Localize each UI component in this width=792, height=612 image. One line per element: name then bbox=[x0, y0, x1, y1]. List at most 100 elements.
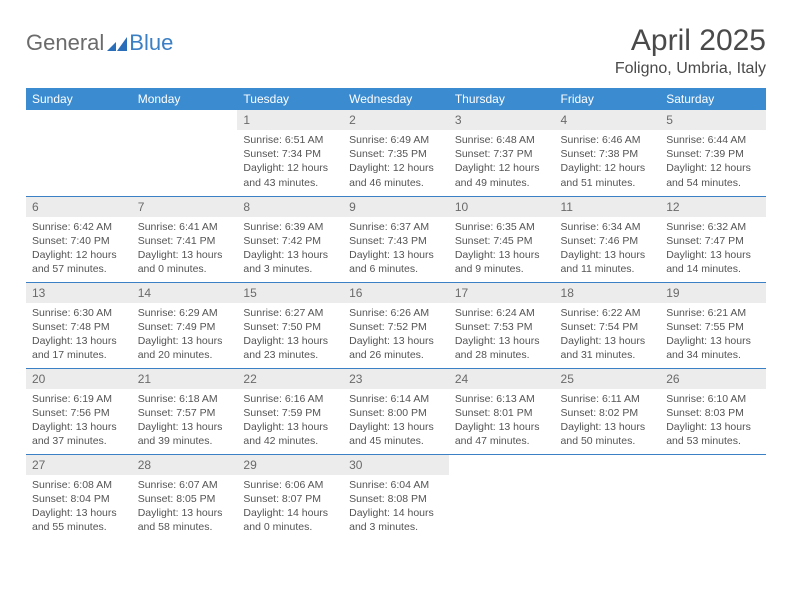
day-details: Sunrise: 6:07 AMSunset: 8:05 PMDaylight:… bbox=[132, 475, 238, 539]
day-details: Sunrise: 6:37 AMSunset: 7:43 PMDaylight:… bbox=[343, 217, 449, 281]
day-details: Sunrise: 6:35 AMSunset: 7:45 PMDaylight:… bbox=[449, 217, 555, 281]
day-number: 6 bbox=[26, 197, 132, 217]
day-number: 23 bbox=[343, 369, 449, 389]
weekday-header: Friday bbox=[555, 88, 661, 110]
day-details: Sunrise: 6:14 AMSunset: 8:00 PMDaylight:… bbox=[343, 389, 449, 453]
calendar-day-cell: 28Sunrise: 6:07 AMSunset: 8:05 PMDayligh… bbox=[132, 454, 238, 540]
calendar-day-cell: 3Sunrise: 6:48 AMSunset: 7:37 PMDaylight… bbox=[449, 110, 555, 196]
day-details: Sunrise: 6:10 AMSunset: 8:03 PMDaylight:… bbox=[660, 389, 766, 453]
day-details: Sunrise: 6:22 AMSunset: 7:54 PMDaylight:… bbox=[555, 303, 661, 367]
header: General Blue April 2025 Foligno, Umbria,… bbox=[26, 24, 766, 78]
calendar-day-cell: 20Sunrise: 6:19 AMSunset: 7:56 PMDayligh… bbox=[26, 368, 132, 454]
day-details: Sunrise: 6:49 AMSunset: 7:35 PMDaylight:… bbox=[343, 130, 449, 194]
weekday-header: Thursday bbox=[449, 88, 555, 110]
brand-logo: General Blue bbox=[26, 30, 173, 56]
day-number: 27 bbox=[26, 455, 132, 475]
day-number: 4 bbox=[555, 110, 661, 130]
day-details: Sunrise: 6:06 AMSunset: 8:07 PMDaylight:… bbox=[237, 475, 343, 539]
weekday-header: Sunday bbox=[26, 88, 132, 110]
day-number: 11 bbox=[555, 197, 661, 217]
day-details: Sunrise: 6:26 AMSunset: 7:52 PMDaylight:… bbox=[343, 303, 449, 367]
day-number: 25 bbox=[555, 369, 661, 389]
day-details: Sunrise: 6:13 AMSunset: 8:01 PMDaylight:… bbox=[449, 389, 555, 453]
calendar-day-cell: 22Sunrise: 6:16 AMSunset: 7:59 PMDayligh… bbox=[237, 368, 343, 454]
day-details: Sunrise: 6:21 AMSunset: 7:55 PMDaylight:… bbox=[660, 303, 766, 367]
day-number: 28 bbox=[132, 455, 238, 475]
weekday-header: Tuesday bbox=[237, 88, 343, 110]
calendar-day-cell: 27Sunrise: 6:08 AMSunset: 8:04 PMDayligh… bbox=[26, 454, 132, 540]
day-details: Sunrise: 6:19 AMSunset: 7:56 PMDaylight:… bbox=[26, 389, 132, 453]
day-number: 21 bbox=[132, 369, 238, 389]
calendar-day-cell: 8Sunrise: 6:39 AMSunset: 7:42 PMDaylight… bbox=[237, 196, 343, 282]
calendar-day-cell: 18Sunrise: 6:22 AMSunset: 7:54 PMDayligh… bbox=[555, 282, 661, 368]
day-number: 22 bbox=[237, 369, 343, 389]
calendar-table: Sunday Monday Tuesday Wednesday Thursday… bbox=[26, 88, 766, 540]
calendar-day-cell: 10Sunrise: 6:35 AMSunset: 7:45 PMDayligh… bbox=[449, 196, 555, 282]
day-number: 9 bbox=[343, 197, 449, 217]
month-title: April 2025 bbox=[615, 24, 766, 58]
day-details: Sunrise: 6:32 AMSunset: 7:47 PMDaylight:… bbox=[660, 217, 766, 281]
day-number: 2 bbox=[343, 110, 449, 130]
day-number: 26 bbox=[660, 369, 766, 389]
calendar-day-cell: 1Sunrise: 6:51 AMSunset: 7:34 PMDaylight… bbox=[237, 110, 343, 196]
calendar-day-cell: 16Sunrise: 6:26 AMSunset: 7:52 PMDayligh… bbox=[343, 282, 449, 368]
day-number: 30 bbox=[343, 455, 449, 475]
calendar-day-cell: 5Sunrise: 6:44 AMSunset: 7:39 PMDaylight… bbox=[660, 110, 766, 196]
day-number: 18 bbox=[555, 283, 661, 303]
day-number: 1 bbox=[237, 110, 343, 130]
calendar-day-cell: 17Sunrise: 6:24 AMSunset: 7:53 PMDayligh… bbox=[449, 282, 555, 368]
day-number: 12 bbox=[660, 197, 766, 217]
calendar-day-cell: 21Sunrise: 6:18 AMSunset: 7:57 PMDayligh… bbox=[132, 368, 238, 454]
day-number: 20 bbox=[26, 369, 132, 389]
day-number: 17 bbox=[449, 283, 555, 303]
calendar-day-cell: 7Sunrise: 6:41 AMSunset: 7:41 PMDaylight… bbox=[132, 196, 238, 282]
day-details: Sunrise: 6:46 AMSunset: 7:38 PMDaylight:… bbox=[555, 130, 661, 194]
day-details: Sunrise: 6:29 AMSunset: 7:49 PMDaylight:… bbox=[132, 303, 238, 367]
day-details: Sunrise: 6:11 AMSunset: 8:02 PMDaylight:… bbox=[555, 389, 661, 453]
day-details: Sunrise: 6:34 AMSunset: 7:46 PMDaylight:… bbox=[555, 217, 661, 281]
calendar-week-row: 6Sunrise: 6:42 AMSunset: 7:40 PMDaylight… bbox=[26, 196, 766, 282]
day-details: Sunrise: 6:51 AMSunset: 7:34 PMDaylight:… bbox=[237, 130, 343, 194]
weekday-header-row: Sunday Monday Tuesday Wednesday Thursday… bbox=[26, 88, 766, 110]
day-number: 3 bbox=[449, 110, 555, 130]
calendar-day-cell: 6Sunrise: 6:42 AMSunset: 7:40 PMDaylight… bbox=[26, 196, 132, 282]
day-details: Sunrise: 6:41 AMSunset: 7:41 PMDaylight:… bbox=[132, 217, 238, 281]
calendar-day-cell: .. bbox=[449, 454, 555, 540]
calendar-day-cell: 19Sunrise: 6:21 AMSunset: 7:55 PMDayligh… bbox=[660, 282, 766, 368]
day-details: Sunrise: 6:24 AMSunset: 7:53 PMDaylight:… bbox=[449, 303, 555, 367]
calendar-week-row: 13Sunrise: 6:30 AMSunset: 7:48 PMDayligh… bbox=[26, 282, 766, 368]
calendar-week-row: 27Sunrise: 6:08 AMSunset: 8:04 PMDayligh… bbox=[26, 454, 766, 540]
day-number: 14 bbox=[132, 283, 238, 303]
calendar-day-cell: 30Sunrise: 6:04 AMSunset: 8:08 PMDayligh… bbox=[343, 454, 449, 540]
day-details: Sunrise: 6:42 AMSunset: 7:40 PMDaylight:… bbox=[26, 217, 132, 281]
weekday-header: Wednesday bbox=[343, 88, 449, 110]
calendar-day-cell: .. bbox=[555, 454, 661, 540]
weekday-header: Monday bbox=[132, 88, 238, 110]
day-details: Sunrise: 6:39 AMSunset: 7:42 PMDaylight:… bbox=[237, 217, 343, 281]
day-details: Sunrise: 6:18 AMSunset: 7:57 PMDaylight:… bbox=[132, 389, 238, 453]
day-details: Sunrise: 6:16 AMSunset: 7:59 PMDaylight:… bbox=[237, 389, 343, 453]
day-number: 24 bbox=[449, 369, 555, 389]
brand-general: General bbox=[26, 30, 104, 56]
calendar-day-cell: 12Sunrise: 6:32 AMSunset: 7:47 PMDayligh… bbox=[660, 196, 766, 282]
brand-mark-icon bbox=[107, 35, 127, 51]
day-number: 7 bbox=[132, 197, 238, 217]
calendar-day-cell: 15Sunrise: 6:27 AMSunset: 7:50 PMDayligh… bbox=[237, 282, 343, 368]
calendar-day-cell: 26Sunrise: 6:10 AMSunset: 8:03 PMDayligh… bbox=[660, 368, 766, 454]
calendar-day-cell: .. bbox=[660, 454, 766, 540]
brand-blue: Blue bbox=[129, 30, 173, 56]
day-details: Sunrise: 6:04 AMSunset: 8:08 PMDaylight:… bbox=[343, 475, 449, 539]
calendar-week-row: 20Sunrise: 6:19 AMSunset: 7:56 PMDayligh… bbox=[26, 368, 766, 454]
calendar-day-cell: 4Sunrise: 6:46 AMSunset: 7:38 PMDaylight… bbox=[555, 110, 661, 196]
day-details: Sunrise: 6:44 AMSunset: 7:39 PMDaylight:… bbox=[660, 130, 766, 194]
day-number: 29 bbox=[237, 455, 343, 475]
calendar-day-cell: 11Sunrise: 6:34 AMSunset: 7:46 PMDayligh… bbox=[555, 196, 661, 282]
day-number: 5 bbox=[660, 110, 766, 130]
calendar-day-cell: 29Sunrise: 6:06 AMSunset: 8:07 PMDayligh… bbox=[237, 454, 343, 540]
day-number: 19 bbox=[660, 283, 766, 303]
calendar-day-cell: 14Sunrise: 6:29 AMSunset: 7:49 PMDayligh… bbox=[132, 282, 238, 368]
day-number: 10 bbox=[449, 197, 555, 217]
calendar-week-row: ....1Sunrise: 6:51 AMSunset: 7:34 PMDayl… bbox=[26, 110, 766, 196]
location: Foligno, Umbria, Italy bbox=[615, 60, 766, 78]
day-details: Sunrise: 6:27 AMSunset: 7:50 PMDaylight:… bbox=[237, 303, 343, 367]
